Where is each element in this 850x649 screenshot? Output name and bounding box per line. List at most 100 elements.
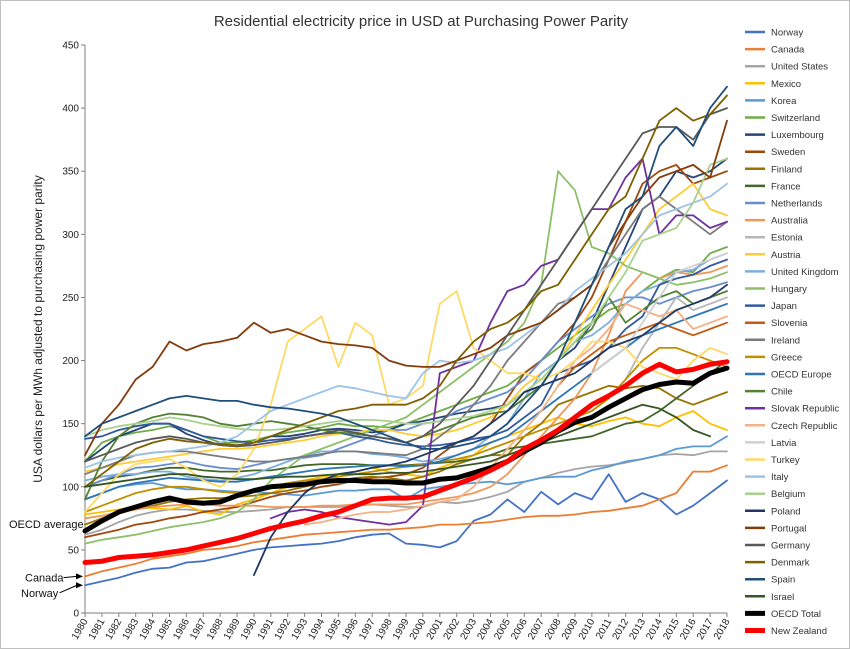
- x-tick-label: 2008: [543, 617, 564, 642]
- series-lines: [82, 85, 730, 587]
- x-tick-label: 1997: [357, 617, 378, 642]
- legend-label: Netherlands: [771, 199, 822, 210]
- x-tick-label: 2016: [678, 617, 699, 642]
- legend-label: Switzerland: [771, 113, 820, 124]
- legend-label: Estonia: [771, 233, 803, 244]
- x-tick-label: 1988: [205, 617, 226, 642]
- x-tick-label: 2014: [644, 617, 665, 642]
- legend-label: Slovak Republic: [771, 404, 839, 415]
- legend-label: Ireland: [771, 335, 800, 346]
- legend-label: Finland: [771, 164, 802, 175]
- x-tick-label: 1998: [374, 617, 395, 642]
- series-line-czech-republic: [303, 302, 728, 526]
- x-tick-label: 1996: [340, 617, 361, 642]
- legend-label: United States: [771, 62, 828, 73]
- series-line-denmark: [84, 94, 728, 488]
- series-line-canada: [84, 464, 728, 578]
- x-tick-label: 1980: [70, 617, 91, 642]
- x-tick-label: 2003: [459, 617, 480, 642]
- legend-label: Luxembourg: [771, 130, 824, 141]
- annotation-arrowhead: [76, 573, 83, 580]
- y-tick-label: 100: [62, 482, 79, 493]
- annotation-label: OECD average: [9, 519, 84, 531]
- annotation-arrowhead: [76, 582, 83, 589]
- series-line-luxembourg: [84, 157, 728, 463]
- legend-label: Japan: [771, 301, 797, 312]
- y-tick-label: 50: [68, 545, 80, 556]
- series-line-latvia: [590, 252, 728, 375]
- legend-label: Poland: [771, 506, 801, 517]
- x-tick-label: 1985: [154, 617, 175, 642]
- x-tick-label: 1990: [239, 617, 260, 642]
- legend-label: Denmark: [771, 558, 810, 569]
- x-tick-label: 2007: [526, 617, 547, 642]
- series-line-united-kingdom: [84, 252, 728, 482]
- legend-label: OECD Europe: [771, 370, 832, 381]
- y-tick-label: 150: [62, 419, 79, 430]
- legend-label: France: [771, 181, 801, 192]
- legend-label: OECD Total: [771, 609, 821, 620]
- series-line-spain: [84, 85, 728, 450]
- annotation-arrow: [63, 575, 78, 579]
- x-tick-label: 2009: [560, 617, 581, 642]
- x-tick-label: 1994: [306, 617, 327, 642]
- x-tick-label: 2005: [492, 617, 513, 642]
- annotation-label: Norway: [21, 588, 59, 600]
- y-tick-label: 250: [62, 293, 79, 304]
- legend-label: Belgium: [771, 489, 805, 500]
- y-tick-label: 0: [73, 609, 79, 620]
- y-tick-label: 400: [62, 104, 79, 115]
- x-tick-label: 1999: [391, 617, 412, 642]
- y-tick-label: 450: [62, 41, 79, 52]
- x-tick-label: 1992: [273, 617, 294, 642]
- series-line-ireland: [84, 195, 728, 476]
- legend-label: Chile: [771, 387, 793, 398]
- x-tick-label: 1986: [171, 617, 192, 642]
- legend-label: New Zealand: [771, 626, 827, 637]
- x-tick-label: 2013: [627, 617, 648, 642]
- x-tick-label: 2017: [695, 617, 716, 642]
- legend-label: Italy: [771, 472, 789, 483]
- x-tick-label: 2000: [408, 617, 429, 642]
- y-axis-label: USA dollars per MWh adjusted to purchasi…: [31, 175, 45, 482]
- x-tick-label: 1983: [121, 617, 142, 642]
- legend-label: Portugal: [771, 523, 806, 534]
- chart-title: Residential electricity price in USD at …: [214, 13, 629, 30]
- series-line-slovak-republic: [269, 157, 728, 526]
- legend-label: Austria: [771, 250, 801, 261]
- legend-label: Mexico: [771, 79, 801, 90]
- legend: Norway Canada United States Mexico Korea Swit…: [745, 28, 839, 637]
- legend-label: United Kingdom: [771, 267, 839, 278]
- series-line-poland: [253, 283, 728, 576]
- series-line-oecd-total: [82, 365, 730, 534]
- series-line-italy: [84, 182, 728, 469]
- y-tick-label: 300: [62, 230, 79, 241]
- x-tick-label: 2010: [577, 617, 598, 642]
- x-tick-label: 1993: [290, 617, 311, 642]
- series-line-norway: [84, 473, 728, 587]
- y-tick-label: 200: [62, 356, 79, 367]
- series-line-belgium: [84, 157, 728, 438]
- x-tick-label: 1987: [188, 617, 209, 642]
- annotations: OECD average Canada Norway: [9, 519, 84, 600]
- legend-label: Greece: [771, 352, 802, 363]
- legend-label: Germany: [771, 541, 810, 552]
- legend-label: Turkey: [771, 455, 800, 466]
- legend-label: Korea: [771, 96, 797, 107]
- x-tick-label: 1995: [323, 617, 344, 642]
- legend-label: Hungary: [771, 284, 807, 295]
- legend-label: Israel: [771, 592, 794, 603]
- x-tick-label: 2006: [509, 617, 530, 642]
- series-line-sweden: [84, 164, 728, 539]
- x-tick-label: 1982: [104, 617, 125, 642]
- x-tick-label: 2018: [712, 617, 733, 642]
- annotation-label: Canada: [25, 573, 64, 585]
- y-tick-label: 350: [62, 167, 79, 178]
- legend-label: Sweden: [771, 147, 805, 158]
- legend-label: Spain: [771, 575, 795, 586]
- legend-label: Latvia: [771, 438, 797, 449]
- annotation-arrow: [59, 584, 78, 594]
- legend-label: Czech Republic: [771, 421, 838, 432]
